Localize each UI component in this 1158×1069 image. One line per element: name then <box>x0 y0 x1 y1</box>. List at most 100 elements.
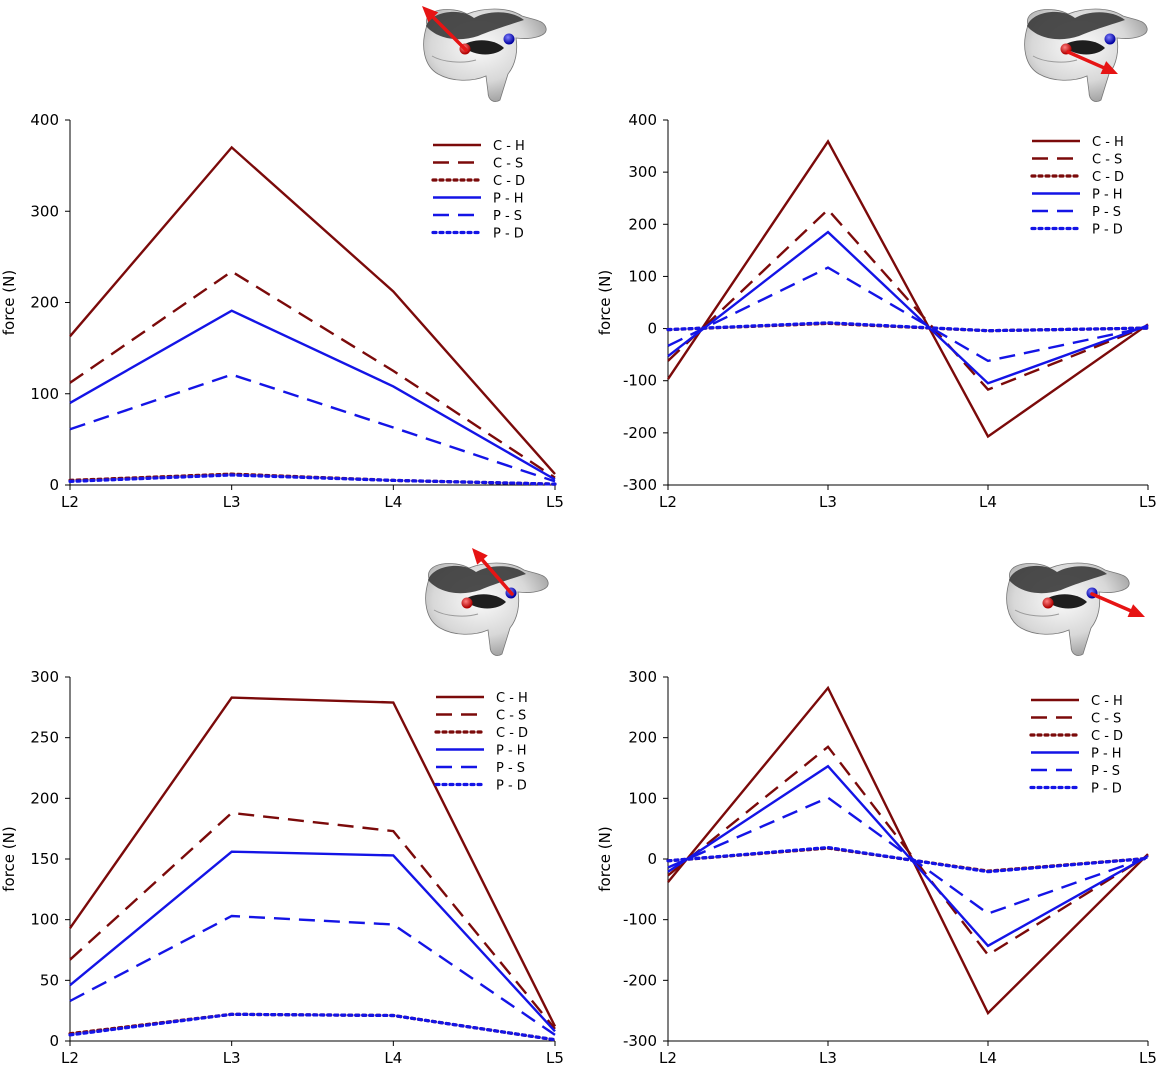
legend-label: C - H <box>496 691 528 706</box>
legend-label: P - S <box>493 209 522 224</box>
series-line-p-d <box>68 1012 557 1042</box>
legend-label: C - S <box>1091 712 1121 727</box>
legend-label: C - D <box>1092 170 1124 185</box>
y-tick-label: -300 <box>623 1032 657 1050</box>
chart-panel-2: -300 -200 -100 0 100 200 300 400 L2 L3 L4 L5 force (… <box>596 111 1157 511</box>
series-line-p-s <box>69 373 556 483</box>
vertebra-icon <box>1006 562 1130 656</box>
y-tick-label: 0 <box>647 320 657 338</box>
facet-marker-red <box>461 597 473 609</box>
legend-label: P - D <box>493 227 524 242</box>
series-line-c-s <box>667 207 1149 392</box>
legend-label: P - S <box>496 761 525 776</box>
series-line-p-d <box>68 473 557 486</box>
y-tick-label: 0 <box>49 1032 59 1050</box>
legend-label: P - H <box>496 744 527 759</box>
series-line-c-s <box>69 270 556 479</box>
y-tick-label: 150 <box>30 850 59 868</box>
y-tick-label: -300 <box>623 476 657 494</box>
x-tick-label: L4 <box>384 1049 402 1067</box>
x-tick-label: L4 <box>979 493 997 511</box>
x-tick-label: L5 <box>1139 1049 1157 1067</box>
x-tick-label: L5 <box>1139 493 1157 511</box>
legend-label: C - D <box>493 174 525 189</box>
legend: C - H C - S C - D P - H P - S P - D <box>431 139 525 242</box>
facet-marker-blue <box>1104 33 1116 45</box>
y-tick-label: 300 <box>628 163 657 181</box>
legend-label: C - S <box>1092 153 1122 168</box>
x-tick-label: L3 <box>819 493 837 511</box>
y-tick-label: -200 <box>623 971 657 989</box>
series-line-c-h <box>667 139 1149 439</box>
series-line-p-h <box>667 230 1149 385</box>
series-line-c-s <box>667 745 1149 957</box>
y-tick-label: 50 <box>40 971 59 989</box>
force-direction-arrow <box>1090 592 1145 618</box>
facet-marker-blue <box>503 33 515 45</box>
legend-label: C - S <box>493 157 523 172</box>
y-tick-label: 200 <box>30 789 59 807</box>
legend-label: P - D <box>1092 223 1123 238</box>
x-tick-label: L3 <box>223 1049 241 1067</box>
facet-marker-red <box>1042 597 1054 609</box>
x-tick-label: L4 <box>384 493 402 511</box>
y-tick-label: 100 <box>628 789 657 807</box>
legend-label: P - H <box>493 192 524 207</box>
y-tick-label: -100 <box>623 911 657 929</box>
series-line-p-h <box>667 764 1149 948</box>
legend-label: P - S <box>1091 764 1120 779</box>
y-tick-label: 100 <box>30 911 59 929</box>
legend-label: C - H <box>493 139 525 154</box>
chart-panel-4: -300 -200 -100 0 100 200 300 L2 L3 L4 L5 force (N) C… <box>596 668 1157 1067</box>
x-tick-label: L3 <box>819 1049 837 1067</box>
x-tick-label: L5 <box>546 1049 564 1067</box>
legend-label: C - H <box>1091 694 1123 709</box>
y-tick-label: 200 <box>30 294 59 312</box>
x-tick-label: L3 <box>223 493 241 511</box>
y-tick-label: -200 <box>623 424 657 442</box>
y-tick-label: 200 <box>628 215 657 233</box>
legend-label: P - H <box>1091 747 1122 762</box>
series-line-p-s <box>667 266 1149 363</box>
y-axis-label: force (N) <box>0 826 18 891</box>
legend-label: C - D <box>1091 729 1123 744</box>
vertebra-icon <box>425 562 549 656</box>
series-line-c-s <box>69 811 556 1030</box>
y-tick-label: 300 <box>628 668 657 686</box>
y-axis-label: force (N) <box>596 826 614 891</box>
y-tick-label: 100 <box>30 385 59 403</box>
y-axis-label: force (N) <box>0 270 18 335</box>
x-tick-label: L2 <box>659 493 677 511</box>
vertebra-icon <box>1024 8 1148 102</box>
y-tick-label: 0 <box>49 476 59 494</box>
y-tick-label: 100 <box>628 267 657 285</box>
legend: C - H C - S C - D P - H P - S P - D <box>1029 694 1123 797</box>
series-line-c-h <box>69 696 557 1027</box>
y-tick-label: 400 <box>628 111 657 129</box>
y-tick-label: 300 <box>30 668 59 686</box>
series-line-p-d <box>666 321 1150 333</box>
legend-label: C - H <box>1092 135 1124 150</box>
chart-panel-1: 0 100 200 300 400 L2 L3 L4 L5 force (N) C - H C - S… <box>0 111 564 511</box>
x-tick-label: L2 <box>61 1049 79 1067</box>
y-tick-label: 250 <box>30 729 59 747</box>
x-tick-label: L2 <box>61 493 79 511</box>
chart-panel-3: 0 50 100 150 200 250 300 L2 L3 L4 L5 force (N) C - H… <box>0 668 564 1067</box>
force-direction-arrow <box>1066 50 1118 74</box>
x-tick-label: L4 <box>979 1049 997 1067</box>
y-tick-label: 400 <box>30 111 59 129</box>
force-direction-arrow <box>472 548 514 596</box>
y-tick-label: 200 <box>628 729 657 747</box>
legend: C - H C - S C - D P - H P - S P - D <box>1030 135 1124 238</box>
legend-label: C - S <box>496 709 526 724</box>
y-tick-label: -100 <box>623 372 657 390</box>
legend-label: P - H <box>1092 188 1123 203</box>
legend-label: P - D <box>1091 782 1122 797</box>
series-line-p-s <box>69 914 556 1036</box>
legend-label: P - D <box>496 779 527 794</box>
series-line-p-s <box>667 796 1149 915</box>
series-line-p-h <box>69 850 556 1033</box>
legend-label: C - D <box>496 726 528 741</box>
x-tick-label: L5 <box>546 493 564 511</box>
y-tick-label: 0 <box>647 850 657 868</box>
